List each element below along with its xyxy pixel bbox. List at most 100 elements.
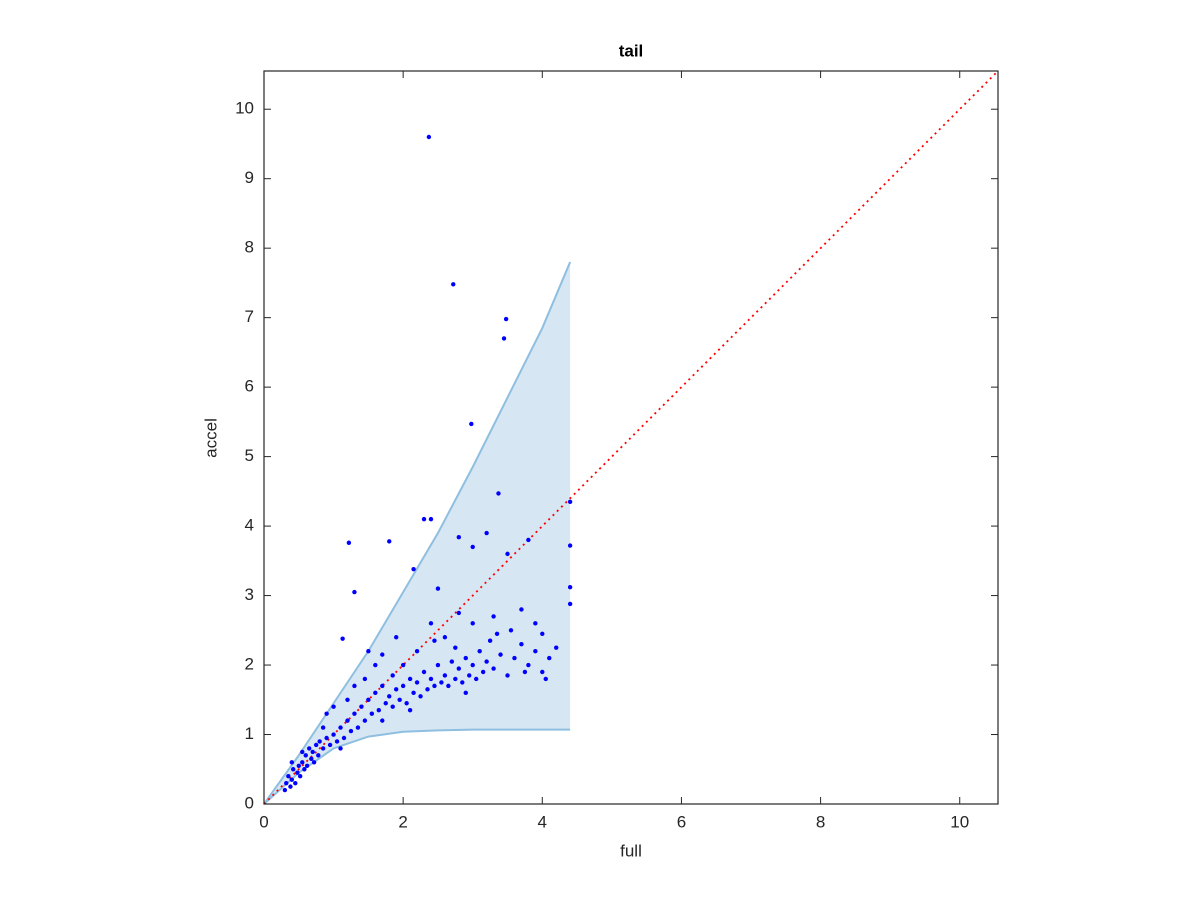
scatter-point [400,662,406,668]
scatter-point [317,739,322,744]
scatter-point [526,537,531,543]
scatter-point [313,742,319,748]
scatter-point [567,543,573,548]
scatter-point [451,282,456,287]
x-tick-label: 0 [259,812,268,831]
y-tick-label: 4 [245,516,254,535]
scatter-point [533,621,538,626]
scatter-point [460,680,465,685]
x-tick-label: 8 [816,812,825,831]
scatter-point [331,732,336,737]
scatter-point [327,742,333,748]
scatter-point [554,645,559,650]
scatter-point [334,739,340,744]
scatter-point [411,566,416,572]
scatter-point [340,636,345,641]
scatter-point [297,774,303,779]
scatter-point [376,708,381,713]
scatter-point [393,635,399,640]
scatter-point [456,666,462,671]
x-axis-label: full [620,841,642,860]
scatter-point [345,697,350,702]
scatter-point [397,697,402,702]
scatter-point [373,690,378,696]
scatter-point [320,746,326,751]
scatter-point [484,530,489,536]
scatter-point [470,544,475,550]
scatter-point [421,516,427,522]
scatter-point [307,746,312,751]
band-upper-edge [263,261,572,805]
scatter-point [414,648,420,654]
chart-title: tail [619,41,644,60]
scatter-point [369,711,375,716]
scatter-point [355,725,361,730]
scatter-point [387,694,392,699]
scatter-point [533,648,538,654]
scatter-point [291,767,296,772]
scatter-point [567,601,573,607]
scatter-point [421,669,427,675]
scatter-point [390,704,395,709]
scatter-point [383,701,388,706]
scatter-point [469,421,474,427]
scatter-point [432,683,437,689]
scatter-point [426,134,432,140]
scatter-point [390,673,395,678]
scatter-point [362,676,368,682]
scatter-point [505,551,510,557]
scatter-point [435,662,441,668]
scatter-point [320,725,326,730]
scatter-point [352,711,357,716]
scatter-point [414,680,420,685]
y-tick-label: 3 [245,585,254,604]
scatter-point [289,777,295,782]
scatter-point [311,760,317,765]
band-fill [264,262,571,804]
scatter-point [439,680,444,685]
scatter-point [387,539,392,544]
y-tick-label: 2 [245,655,254,674]
scatter-point [352,589,357,595]
scatter-point [491,614,496,619]
scatter-point [304,763,310,768]
scatter-point [526,662,531,668]
scatter-point [501,336,507,341]
scatter-point [446,683,451,689]
scatter-point [362,718,368,723]
scatter-point [289,760,295,765]
scatter-point [300,760,305,765]
scatter-point [284,780,289,786]
scatter-point [338,746,343,751]
scatter-point [463,655,468,661]
scatter-point [480,669,486,675]
scatter-point [470,662,475,668]
scatter-point [316,753,321,758]
scatter-point [428,676,434,682]
y-tick-label: 10 [235,99,254,118]
x-tick-label: 4 [538,812,547,831]
scatter-point [453,676,458,682]
scatter-point [293,780,298,786]
scatter-point [540,669,545,675]
scatter-point [393,687,399,692]
reference-line [263,70,999,805]
scatter-point [411,690,416,696]
scatter-point [310,749,315,755]
scatter-point [288,784,293,789]
scatter-point [331,704,336,709]
scatter-point [487,638,493,643]
scatter-point [352,683,357,689]
x-tick-label: 2 [398,812,407,831]
scatter-point [418,694,423,699]
scatter-point [366,697,371,702]
scatter-point [380,718,385,723]
scatter-point [470,621,475,626]
scatter-point [449,659,455,664]
scatter-point [505,673,510,678]
scatter-point [442,635,448,640]
scatter-point [463,690,468,696]
y-tick-label: 5 [245,446,254,465]
scatter-point [428,516,434,522]
scatter-point [428,621,434,626]
